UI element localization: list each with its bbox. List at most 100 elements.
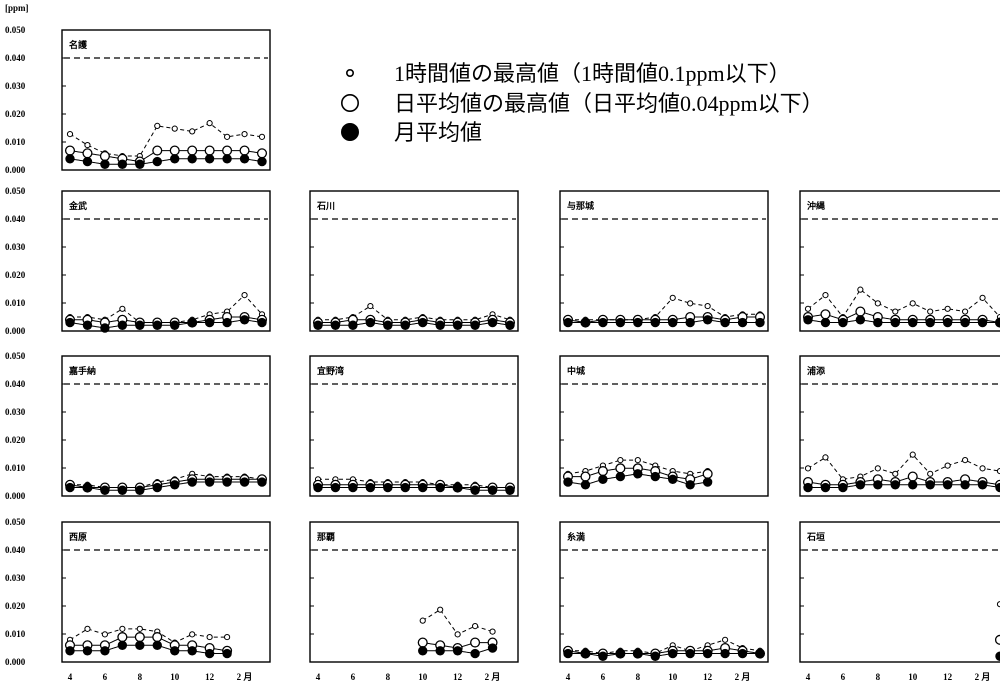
data-point [907,471,918,482]
data-point [890,317,900,328]
series-line [70,473,263,488]
data-point [170,646,180,656]
data-point [187,317,197,328]
data-point [820,482,831,493]
data-point [615,463,626,474]
y-tick-label: 0.010 [5,629,26,639]
y-tick-label: 0.040 [5,214,26,224]
x-tick-label: 8 [386,672,391,682]
data-point [580,480,591,490]
station-panel: 金武 [61,190,271,333]
data-point [633,317,643,328]
data-point [256,148,268,159]
station-title: 中城 [567,365,585,376]
data-point [101,631,109,638]
series-line [807,453,1000,480]
data-point [119,305,126,312]
data-point [668,317,678,328]
data-point [702,477,713,487]
station-panel: 那覇 [309,521,519,663]
x-tick-label: 4 [316,672,321,682]
data-point [204,145,215,156]
data-point [257,317,267,328]
data-point [383,320,393,330]
data-point [170,480,180,490]
data-point [977,480,988,490]
data-point [119,625,126,632]
x-tick-label: 4 [68,672,73,682]
data-point [367,302,374,310]
data-point [66,131,74,138]
y-tick-label: 0.050 [5,186,26,196]
data-point [82,320,93,330]
station-title: 石川 [316,201,335,211]
data-point [873,480,883,490]
station-title: 西原 [69,532,87,542]
data-point [204,317,215,328]
y-tick-label: 0.010 [5,298,26,308]
panel-frame [559,190,769,332]
data-point [597,466,608,477]
data-point [134,632,145,643]
data-point [668,474,678,484]
data-point [117,640,128,650]
data-point [995,317,1000,328]
station-title: 宜野湾 [317,365,344,376]
data-point [239,315,250,325]
y-tick-label: 0.030 [5,242,26,252]
data-point [189,631,196,638]
data-point [100,159,110,169]
station-title: 糸満 [567,531,585,542]
data-point [944,305,951,312]
data-point [82,148,93,159]
series-line [69,319,263,329]
data-point [452,482,463,493]
data-point [117,320,128,330]
x-tick-label: 8 [138,672,143,682]
y-tick-label: 0.000 [5,326,26,336]
x-tick-label: 10 [908,672,918,682]
data-point [452,320,463,330]
y-tick-label: 0.030 [5,573,26,583]
data-point [737,648,748,659]
data-point [99,150,110,162]
panel-frame [61,355,271,497]
station-panel: 西原 [61,521,271,663]
data-point [617,457,624,464]
data-point [171,125,178,132]
data-point [470,485,480,495]
data-point [206,633,213,641]
data-point [100,646,110,656]
data-point [838,317,848,328]
data-point [650,317,660,328]
data-point [418,646,428,656]
data-point [908,317,918,328]
data-point [82,156,93,167]
data-point [979,465,986,472]
data-point [152,145,163,156]
panel-frame [799,521,1000,663]
data-point [330,320,341,330]
data-point [960,317,970,328]
data-point [702,315,713,325]
data-point [857,286,864,293]
x-tick-label: 12 [703,672,713,682]
data-point [961,457,969,464]
data-point [222,648,232,659]
data-point [580,317,591,328]
data-point [994,634,1000,645]
data-point [152,320,162,330]
station-panel: 名護 [61,29,271,171]
data-point [222,145,233,156]
legend-label: 月平均値 [394,120,482,145]
data-point [669,294,676,301]
panel-frame [61,29,271,171]
station-title: 与那城 [567,200,594,211]
data-point [702,468,713,479]
data-point [489,628,496,635]
data-point [702,648,713,659]
x-tick-label: 6 [601,672,606,682]
y-tick-label: 0.000 [5,491,26,501]
data-point [721,636,729,643]
data-point [239,145,250,156]
